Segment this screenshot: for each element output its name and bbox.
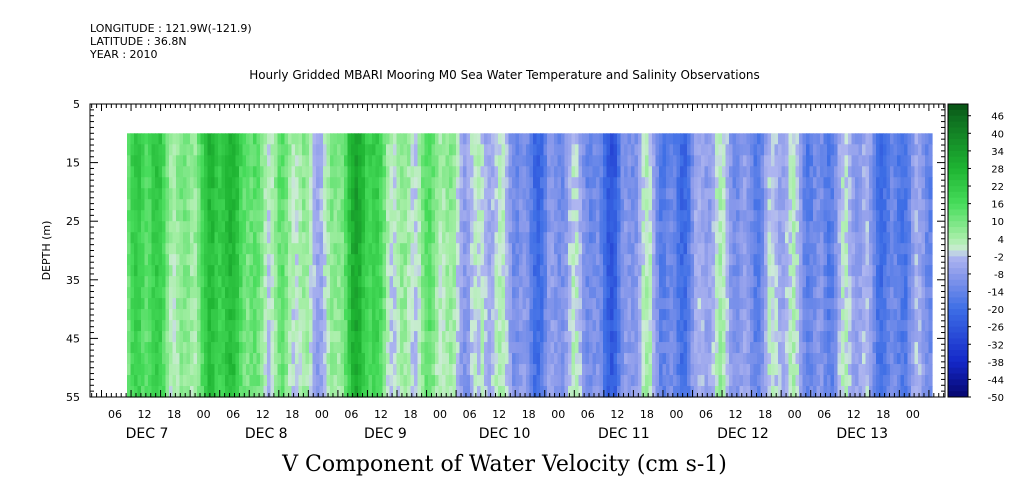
x-tick-label: 18 [876, 408, 890, 421]
year-label: YEAR : 2010 [90, 48, 158, 61]
y-tick-label: 15 [66, 157, 80, 170]
x-day-label: DEC 12 [717, 426, 769, 442]
x-tick-label: 18 [640, 408, 654, 421]
colorbar-label: -44 [988, 375, 1004, 386]
x-tick-label: 12 [492, 408, 506, 421]
x-tick-label: 00 [551, 408, 565, 421]
x-tick-label: 18 [404, 408, 418, 421]
x-tick-label: 00 [906, 408, 920, 421]
colorbar-label: 34 [991, 147, 1004, 158]
y-axis-title: DEPTH (m) [40, 221, 53, 281]
x-tick-label: 12 [610, 408, 624, 421]
colorbar-label: 16 [991, 200, 1004, 211]
x-tick-label: 12 [138, 408, 152, 421]
x-tick-label: 18 [758, 408, 772, 421]
colorbar-label: -38 [988, 358, 1004, 369]
y-tick-label: 25 [66, 215, 80, 228]
x-tick-label: 06 [817, 408, 831, 421]
velocity-field [127, 133, 933, 398]
colorbar-label: 46 [991, 112, 1004, 123]
x-day-label: DEC 13 [836, 426, 888, 442]
x-tick-label: 00 [315, 408, 329, 421]
colorbar-label: -2 [994, 252, 1004, 263]
colorbar-label: -50 [988, 393, 1004, 404]
colorbar: 46 40 34 28 22 16 10 4 -2 -8 -14 -20 -26 -32 -38 -44 -50 [947, 103, 1004, 404]
x-tick-label: 00 [669, 408, 683, 421]
x-tick-label: 12 [847, 408, 861, 421]
x-tick-label: 06 [344, 408, 358, 421]
y-tick-label: 35 [66, 274, 80, 287]
y-tick-label: 55 [66, 391, 80, 404]
x-tick-label: 18 [285, 408, 299, 421]
colorbar-label: 40 [991, 129, 1004, 140]
x-tick-label: 18 [522, 408, 536, 421]
y-tick-label: 5 [73, 98, 80, 111]
colorbar-label: 4 [998, 235, 1004, 246]
colorbar-label: -14 [988, 288, 1004, 299]
latitude-label: LATITUDE : 36.8N [90, 35, 187, 48]
x-tick-label: 12 [729, 408, 743, 421]
colorbar-label: -32 [988, 340, 1004, 351]
x-day-label: DEC 11 [598, 426, 650, 442]
x-day-label: DEC 7 [126, 426, 169, 442]
colorbar-label: -26 [988, 323, 1004, 334]
x-tick-label: 12 [256, 408, 270, 421]
colorbar-label: -8 [994, 270, 1004, 281]
x-tick-label: 00 [433, 408, 447, 421]
x-tick-label: 12 [374, 408, 388, 421]
x-tick-label: 06 [581, 408, 595, 421]
x-tick-label: 18 [167, 408, 181, 421]
colorbar-label: 22 [991, 182, 1004, 193]
x-tick-label: 06 [226, 408, 240, 421]
colorbar-label: -20 [988, 305, 1004, 316]
colorbar-label: 10 [991, 217, 1004, 228]
chart-title: Hourly Gridded MBARI Mooring M0 Sea Wate… [249, 68, 760, 82]
x-axis-title: V Component of Water Velocity (cm s-1) [282, 452, 727, 477]
x-tick-label: 06 [463, 408, 477, 421]
x-day-label: DEC 8 [245, 426, 288, 442]
x-tick-label: 00 [788, 408, 802, 421]
x-day-label: DEC 9 [364, 426, 407, 442]
x-tick-label: 06 [108, 408, 122, 421]
x-day-label: DEC 10 [479, 426, 531, 442]
x-tick-label: 00 [197, 408, 211, 421]
y-axis: 5 15 25 35 45 55 DEPTH (m) [40, 98, 945, 404]
x-tick-label: 06 [699, 408, 713, 421]
longitude-label: LONGITUDE : 121.9W(-121.9) [90, 22, 252, 35]
x-axis: 06 12 18 00 06 12 18 00 06 12 18 00 06 12 18 00 06 12 18 00… [91, 104, 945, 442]
colorbar-label: 28 [991, 164, 1004, 175]
y-tick-label: 45 [66, 332, 80, 345]
